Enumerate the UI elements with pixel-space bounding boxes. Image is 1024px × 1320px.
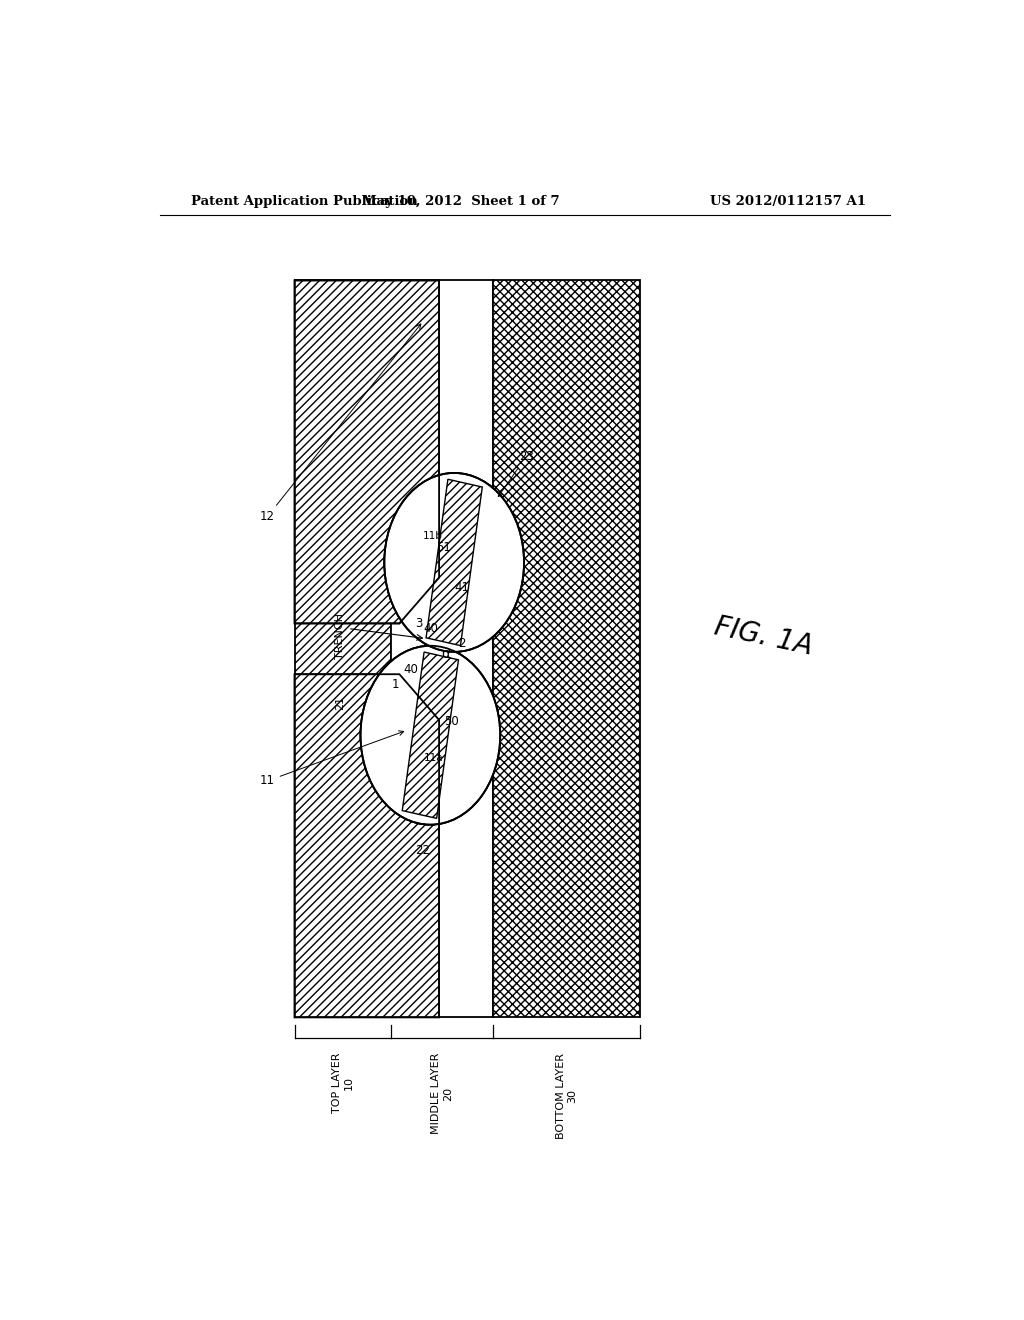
- Text: 21: 21: [335, 696, 345, 710]
- Text: 40: 40: [403, 663, 418, 676]
- Circle shape: [384, 473, 524, 652]
- Polygon shape: [494, 280, 640, 1018]
- Text: BOTTOM LAYER
30: BOTTOM LAYER 30: [556, 1053, 578, 1139]
- Polygon shape: [402, 483, 481, 814]
- Polygon shape: [295, 675, 439, 1018]
- Text: 51: 51: [436, 541, 452, 553]
- Polygon shape: [295, 280, 439, 623]
- Polygon shape: [402, 652, 459, 818]
- Text: US 2012/0112157 A1: US 2012/0112157 A1: [710, 194, 866, 207]
- Text: 41: 41: [455, 581, 470, 594]
- Text: 40: 40: [423, 622, 438, 635]
- Polygon shape: [391, 280, 494, 1018]
- Text: 50: 50: [444, 715, 459, 729]
- Text: 11a: 11a: [424, 752, 443, 763]
- Text: 3: 3: [415, 616, 422, 630]
- Circle shape: [360, 645, 500, 825]
- Text: 11: 11: [260, 731, 403, 788]
- Text: 22: 22: [415, 843, 430, 857]
- Text: 1: 1: [392, 678, 399, 690]
- Text: TRENCH: TRENCH: [335, 612, 345, 659]
- Text: FIG. 1A: FIG. 1A: [712, 612, 815, 660]
- Polygon shape: [295, 280, 391, 1018]
- Text: 11b: 11b: [423, 531, 443, 541]
- Text: 23: 23: [499, 450, 534, 496]
- Circle shape: [360, 645, 500, 825]
- Polygon shape: [426, 479, 482, 645]
- Text: α: α: [441, 647, 451, 661]
- Text: 12: 12: [260, 323, 421, 523]
- Text: TOP LAYER
10: TOP LAYER 10: [332, 1053, 354, 1113]
- Circle shape: [384, 473, 524, 652]
- Text: May 10, 2012  Sheet 1 of 7: May 10, 2012 Sheet 1 of 7: [362, 194, 560, 207]
- Text: 2: 2: [459, 638, 466, 651]
- Text: MIDDLE LAYER
20: MIDDLE LAYER 20: [431, 1053, 453, 1134]
- Text: Patent Application Publication: Patent Application Publication: [191, 194, 418, 207]
